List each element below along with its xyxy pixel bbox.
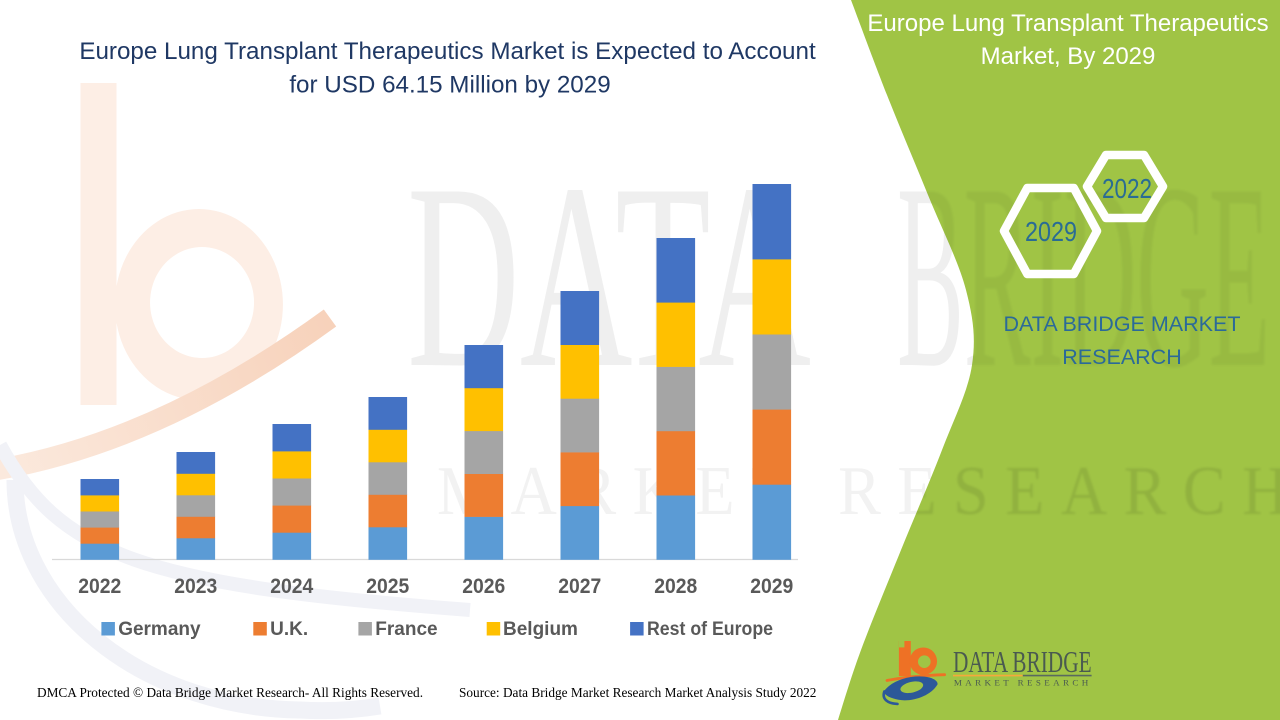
svg-text:2029: 2029 [750, 575, 793, 598]
svg-text:2029: 2029 [1025, 216, 1077, 247]
svg-text:U.K.: U.K. [270, 619, 308, 640]
svg-text:2023: 2023 [174, 575, 217, 598]
svg-text:DATA BRIDGE: DATA BRIDGE [953, 644, 1092, 679]
svg-text:2025: 2025 [366, 575, 409, 598]
svg-text:RESEARCH: RESEARCH [1062, 345, 1181, 369]
svg-text:for USD 64.15 Million by 2029: for USD 64.15 Million by 2029 [289, 72, 610, 99]
svg-text:2027: 2027 [558, 575, 601, 598]
svg-text:Rest of Europe: Rest of Europe [647, 619, 773, 640]
svg-text:DATA BRIDGE MARKET: DATA BRIDGE MARKET [1004, 312, 1241, 336]
svg-text:2024: 2024 [270, 575, 313, 598]
svg-text:2026: 2026 [462, 575, 505, 598]
svg-text:2022: 2022 [1102, 173, 1152, 204]
svg-text:Germany: Germany [118, 619, 201, 640]
svg-text:Belgium: Belgium [503, 619, 578, 640]
svg-text:2028: 2028 [654, 575, 697, 598]
svg-text:Source: Data Bridge Market Res: Source: Data Bridge Market Research Mark… [459, 685, 816, 700]
svg-text:2022: 2022 [78, 575, 121, 598]
svg-text:Europe Lung Transplant Therape: Europe Lung Transplant Therapeutics [867, 10, 1268, 37]
svg-text:Europe Lung Transplant Therape: Europe Lung Transplant Therapeutics Mark… [79, 38, 816, 65]
svg-text:DMCA Protected © Data Bridge M: DMCA Protected © Data Bridge Market Rese… [37, 685, 423, 700]
svg-text:MARKET RESEARCH: MARKET RESEARCH [954, 679, 1092, 688]
svg-text:Market, By 2029: Market, By 2029 [981, 43, 1156, 70]
svg-text:France: France [375, 619, 437, 640]
